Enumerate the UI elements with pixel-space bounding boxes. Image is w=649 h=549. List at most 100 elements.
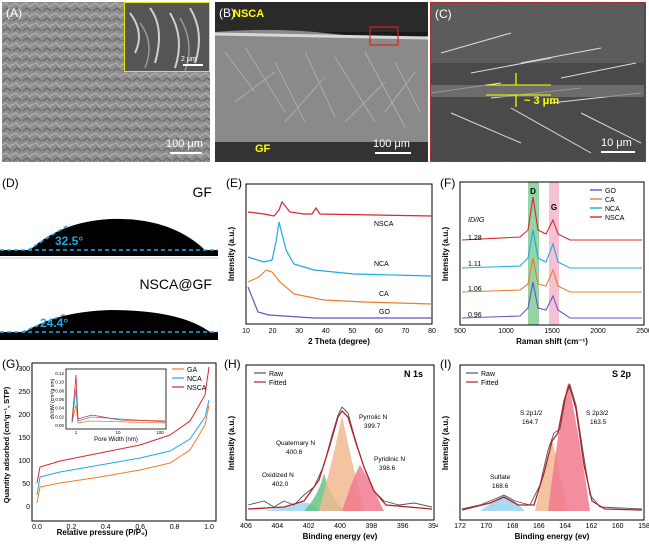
panel-b-scalebar xyxy=(375,152,411,154)
xrd-x-tick-7: 80 xyxy=(428,328,436,335)
bet-xlabel: Relative pressure (P/P₀) xyxy=(57,528,148,537)
inset-x-tick-0: 1 xyxy=(75,430,78,435)
raman-xlabel: Raman shift (cm⁻¹) xyxy=(516,337,588,346)
xrd-label-ca: CA xyxy=(379,291,389,298)
s2p-fitted xyxy=(461,382,643,511)
gf-layer-label: GF xyxy=(255,143,271,155)
bet-y-tick-4: 200 xyxy=(18,412,30,419)
n1s-ylabel: Intensity (a.u.) xyxy=(227,416,236,471)
raman-x-tick-4: 2500 xyxy=(636,328,649,335)
panel-i-s2p-chart: (I) S 2p Raw Fitted S 2p1/2 164.7 S 2p3/… xyxy=(440,355,649,544)
xrd-x-tick-0: 10 xyxy=(242,328,250,335)
panel-d-label: (D) xyxy=(2,176,19,190)
raman-ratio-nsca: 1.28 xyxy=(468,235,482,242)
inset-y-tick-1: 0.02 xyxy=(55,414,64,419)
bet-legend: GA NCA NSCA xyxy=(172,367,207,392)
bet-series-nsca xyxy=(36,366,210,484)
raman-legend-nca: NCA xyxy=(605,206,620,213)
s2p-x-tick-0: 172 xyxy=(454,523,466,530)
xrd-x-tick-5: 60 xyxy=(375,328,383,335)
xrd-plot: NSCA NCA CA GO 10 20 30 40 50 60 70 80 2 Theta … xyxy=(227,183,436,346)
raman-series-nca xyxy=(461,229,642,269)
s2p-x-tick-2: 168 xyxy=(507,523,519,530)
n1s-peak-pyridinic xyxy=(342,465,384,511)
top-contact-angle: 32.5° xyxy=(55,234,84,248)
bet-series-nca xyxy=(36,399,210,496)
panel-b-sem-image: (B) NSCA GF 100 μm xyxy=(215,2,428,162)
bet-x-tick-2: 0.4 xyxy=(101,524,111,531)
raman-d-band-label: D xyxy=(530,187,536,196)
panel-a-sem-image: 2 μm (A) 100 μm xyxy=(2,2,210,162)
panel-f-label: (F) xyxy=(440,176,456,190)
n1s-label-pyrrolic: Pyrrolic N xyxy=(359,414,387,421)
s2p-legend-fitted: Fitted xyxy=(481,380,499,387)
panel-b-scale-label: 100 μm xyxy=(373,138,410,150)
n1s-x-tick-6: 394 xyxy=(428,523,438,530)
panel-c-sem-image: (C) ~ 3 μm 10 μm xyxy=(430,2,646,162)
n1s-xlabel: Binding energy (ev) xyxy=(303,532,378,541)
xrd-x-tick-4: 50 xyxy=(348,328,356,335)
raman-series-nsca xyxy=(461,196,642,241)
bet-x-tick-3: 0.6 xyxy=(135,524,145,531)
raman-series-go xyxy=(461,281,642,319)
s2p-legend-raw: Raw xyxy=(481,371,496,378)
raman-x-tick-1: 1000 xyxy=(498,328,514,335)
n1s-x-tick-0: 406 xyxy=(240,523,252,530)
s2p-value-sulfate: 168.6 xyxy=(492,483,509,490)
xrd-x-tick-3: 40 xyxy=(322,328,330,335)
raman-x-tick-0: 500 xyxy=(454,328,466,335)
xrd-series-nca xyxy=(247,221,433,277)
raman-series-ca xyxy=(461,257,642,293)
xrd-label-go: GO xyxy=(379,309,390,316)
n1s-plot: N 1s Raw Fitted Quaternary N 400.6 Pyrro… xyxy=(227,364,440,541)
panel-g-label: (G) xyxy=(2,357,20,371)
s2p-raw xyxy=(461,383,643,510)
panel-e-xrd-chart: (E) NSCA NCA CA GO 10 20 30 40 50 60 70 80 2 Th… xyxy=(224,172,438,350)
raman-legend: GO CA NCA NSCA xyxy=(590,188,625,222)
s2p-label-2p32: S 2p3/2 xyxy=(586,410,609,417)
xrd-series-ca xyxy=(247,269,433,305)
inset-y-tick-4: 0.08 xyxy=(55,388,64,393)
n1s-value-pyridinic: 398.6 xyxy=(379,465,396,472)
panel-h-n1s-chart: (H) N 1s Raw Fitted Quaternary N 400.6 P… xyxy=(224,355,440,544)
nsca-layer-label: NSCA xyxy=(233,8,265,20)
bet-legend-ga: GA xyxy=(187,367,197,374)
xrd-ylabel: Intensity (a.u.) xyxy=(227,227,236,282)
panel-c-scale-label: 10 μm xyxy=(601,137,632,149)
bet-y-tick-1: 50 xyxy=(22,481,30,488)
xrd-x-tick-2: 30 xyxy=(295,328,303,335)
inset-series-nca xyxy=(71,388,166,424)
s2p-x-tick-5: 162 xyxy=(586,523,598,530)
s2p-x-tick-4: 164 xyxy=(559,523,571,530)
raman-legend-nsca: NSCA xyxy=(605,215,625,222)
xrd-xlabel: 2 Theta (degree) xyxy=(308,337,370,346)
bet-legend-nca: NCA xyxy=(187,376,202,383)
n1s-title: N 1s xyxy=(404,369,423,379)
bet-y-tick-5: 250 xyxy=(18,389,30,396)
n1s-x-tick-3: 400 xyxy=(334,523,346,530)
raman-x-tick-2: 1500 xyxy=(544,328,560,335)
bet-plot: 0 50 100 150 200 250 300 0.0 0.2 0.4 0.6 0.8 1.0 Re… xyxy=(2,362,217,537)
raman-ratio-title: ID/IG xyxy=(468,217,485,224)
bet-series-ga xyxy=(36,404,210,504)
s2p-x-tick-1: 170 xyxy=(480,523,492,530)
raman-legend-ca: CA xyxy=(605,197,615,204)
n1s-peak-oxidized xyxy=(264,502,319,511)
bet-ylabel: Quantity adsorbed (cm³g⁻¹, STP) xyxy=(2,386,11,503)
n1s-legend: Raw Fitted xyxy=(254,371,287,387)
s2p-label-sulfate: Sulfate xyxy=(490,474,511,481)
s2p-value-2p32: 163.5 xyxy=(590,419,607,426)
inset-y-tick-2: 0.04 xyxy=(55,406,64,411)
inset-y-tick-6: 0.12 xyxy=(55,371,64,376)
panel-c-scalebar xyxy=(601,151,635,153)
n1s-x-tick-2: 402 xyxy=(303,523,315,530)
n1s-legend-raw: Raw xyxy=(269,371,284,378)
inset-series-nsca xyxy=(71,374,166,422)
n1s-raw xyxy=(247,406,433,508)
raman-legend-go: GO xyxy=(605,188,616,195)
inset-y-tick-3: 0.06 xyxy=(55,397,64,402)
panel-g-bet-chart: (G) 0 50 100 150 200 250 300 0.0 0.2 0.4 0.6 0.8 1.… xyxy=(0,355,220,544)
s2p-peak-2p32 xyxy=(548,383,590,511)
n1s-fitted xyxy=(247,409,433,510)
xrd-series-nsca xyxy=(247,200,433,217)
